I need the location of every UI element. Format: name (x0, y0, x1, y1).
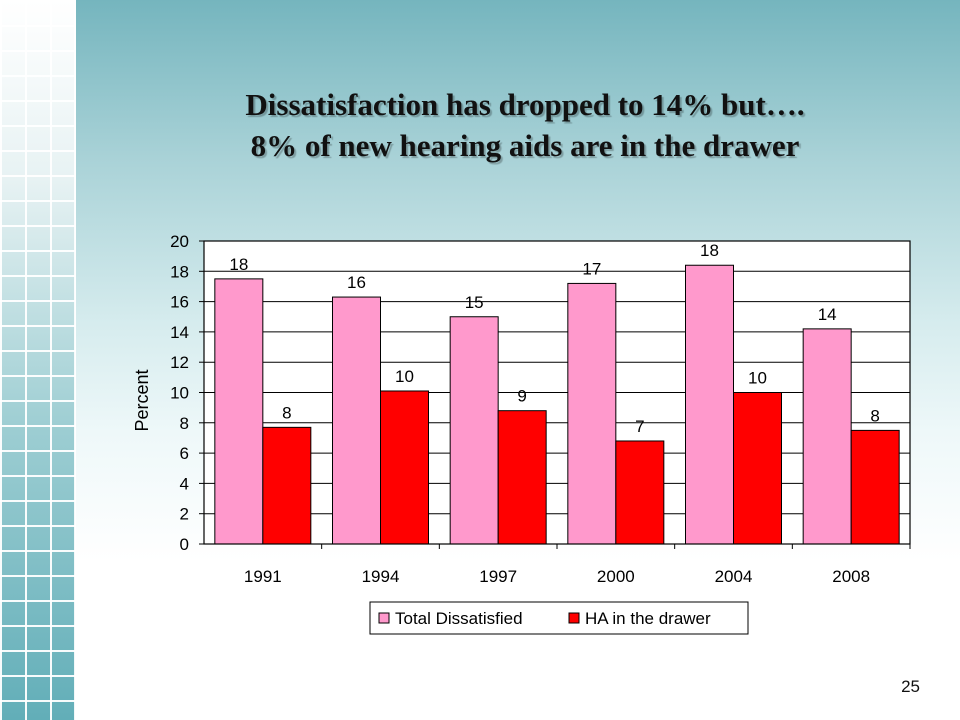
bar-ha-in-drawer (615, 440, 665, 545)
side-strip-edge (74, 0, 76, 720)
y-tick-label: 16 (170, 293, 189, 312)
data-label: 14 (818, 305, 837, 324)
bar-chart: 0 2 4 6 8 10 12 14 16 18 20 18 8 1991 16 10 1994 15 9 1997 1… (132, 232, 911, 635)
data-label: 18 (700, 241, 719, 260)
bar-ha-in-drawer (733, 392, 782, 545)
bar-ha-in-drawer (262, 426, 312, 545)
bar-ha-in-drawer (850, 429, 900, 545)
y-tick-label: 14 (170, 323, 189, 342)
plot-border (203, 240, 911, 545)
bar-total-dissatisfied (332, 296, 381, 545)
legend-label: Total Dissatisfied (395, 609, 523, 628)
bar-ha-in-drawer (497, 410, 547, 545)
y-tick-label: 6 (180, 444, 189, 463)
page-number: 25 (901, 677, 920, 696)
bar-total-dissatisfied (802, 328, 852, 545)
x-tick-label: 2004 (715, 567, 753, 586)
y-tick-label: 12 (170, 353, 189, 372)
y-tick-label: 8 (180, 414, 189, 433)
legend-swatch-ha-in-drawer (568, 612, 580, 624)
decorative-grid-pattern (0, 0, 76, 720)
y-tick-label: 20 (170, 232, 189, 251)
y-tick-label: 4 (180, 474, 189, 493)
data-label: 18 (229, 255, 248, 274)
bar-total-dissatisfied (449, 316, 499, 545)
data-label: 8 (282, 403, 291, 422)
data-label: 10 (395, 367, 414, 386)
bar-total-dissatisfied (214, 278, 264, 545)
x-tick-label: 1991 (244, 567, 282, 586)
x-tick-label: 1994 (362, 567, 400, 586)
bar-total-dissatisfied (567, 282, 617, 545)
slide-title-line-2: 8% of new hearing aids are in the drawer (250, 128, 800, 163)
slide-title: Dissatisfaction has dropped to 14% but….… (95, 84, 955, 166)
y-tick-label: 10 (170, 384, 189, 403)
x-tick-label: 1997 (479, 567, 517, 586)
data-label: 16 (347, 273, 366, 292)
bar-total-dissatisfied (685, 264, 734, 545)
y-axis-label: Percent (132, 369, 152, 431)
y-tick-label: 2 (180, 505, 189, 524)
data-label: 10 (748, 369, 767, 388)
data-label: 9 (517, 387, 526, 406)
legend-label: HA in the drawer (585, 609, 711, 628)
data-label: 15 (465, 293, 484, 312)
decorative-side-strip (0, 0, 76, 720)
y-tick-label: 0 (180, 535, 189, 554)
bar-ha-in-drawer (380, 390, 429, 545)
y-tick-label: 18 (170, 262, 189, 281)
data-label: 7 (635, 417, 644, 436)
legend-box (369, 601, 749, 635)
x-tick-label: 2008 (832, 567, 870, 586)
data-label: 17 (582, 259, 601, 278)
legend-swatch-total-dissatisfied (378, 612, 390, 624)
data-label: 8 (870, 406, 879, 425)
slide-title-line-1: Dissatisfaction has dropped to 14% but…. (245, 87, 805, 122)
x-tick-label: 2000 (597, 567, 635, 586)
